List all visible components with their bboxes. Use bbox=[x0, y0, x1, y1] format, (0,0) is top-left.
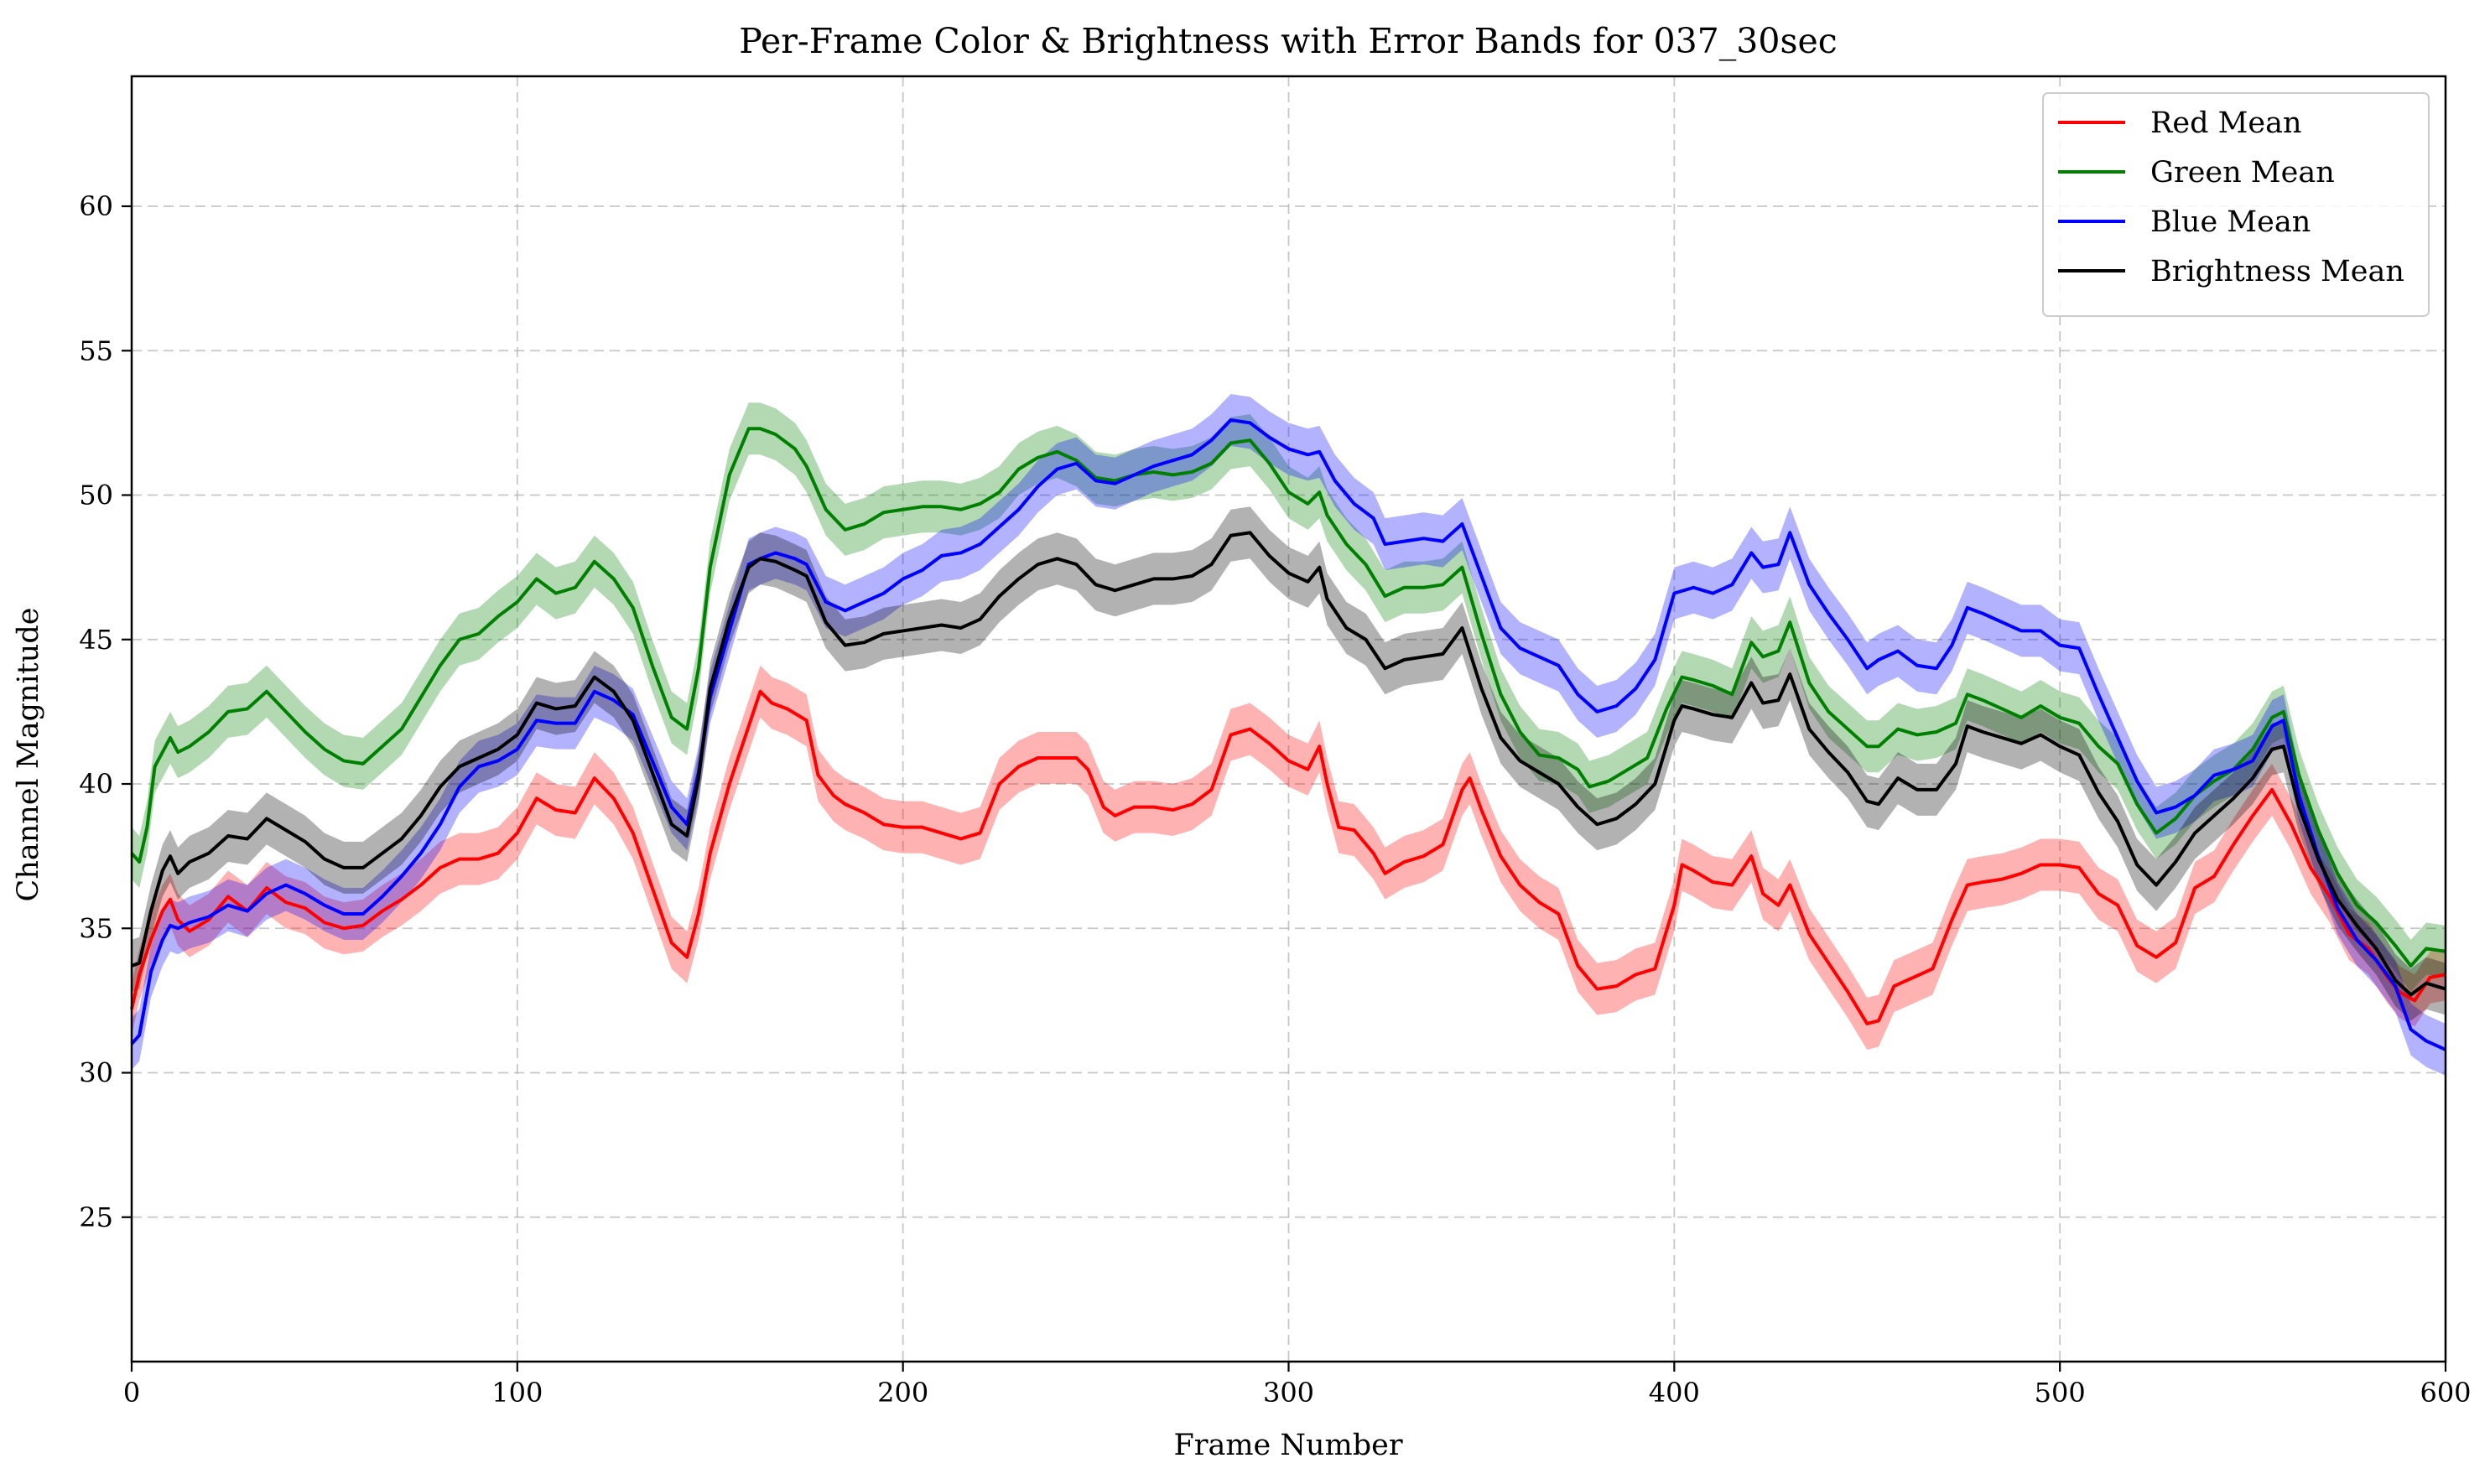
series-line-1 bbox=[130, 427, 2446, 968]
x-tick-label-0: 0 bbox=[123, 1377, 140, 1409]
grid bbox=[132, 76, 2446, 1362]
x-tick-label-6: 600 bbox=[2420, 1377, 2471, 1409]
series-line-3 bbox=[131, 531, 2446, 997]
x-axis: 0 100 200 300 400 500 600 bbox=[123, 1362, 2472, 1409]
x-axis-label: Frame Number bbox=[1173, 1429, 1402, 1462]
y-tick-label-2: 35 bbox=[79, 912, 113, 944]
error-band-0 bbox=[132, 665, 2446, 1050]
error-bands bbox=[132, 393, 2446, 1076]
x-tick-label-4: 400 bbox=[1649, 1377, 1700, 1409]
series-line-2 bbox=[130, 418, 2446, 1051]
chart-title: Per-Frame Color & Brightness with Error … bbox=[739, 21, 1837, 61]
legend: Red Mean Green Mean Blue Mean Brightness Me… bbox=[2042, 92, 2430, 317]
y-tick-label-6: 55 bbox=[79, 335, 113, 366]
legend-label-2: Blue Mean bbox=[2150, 205, 2311, 239]
y-axis: 25 30 35 40 45 50 55 60 bbox=[79, 190, 132, 1233]
legend-label-1: Green Mean bbox=[2150, 156, 2335, 189]
x-tick-label-2: 200 bbox=[877, 1377, 928, 1409]
y-tick-label-4: 45 bbox=[79, 624, 113, 656]
y-tick-label-0: 25 bbox=[79, 1201, 113, 1233]
x-tick-label-3: 300 bbox=[1263, 1377, 1314, 1409]
series-line-0 bbox=[130, 689, 2446, 1025]
error-band-1 bbox=[132, 402, 2446, 993]
legend-box bbox=[2042, 92, 2430, 317]
series-lines bbox=[130, 418, 2446, 1051]
x-tick-label-1: 100 bbox=[491, 1377, 543, 1409]
y-axis-label: Channel Magnitude bbox=[12, 608, 45, 902]
y-tick-label-3: 40 bbox=[79, 768, 113, 800]
legend-label-3: Brightness Mean bbox=[2150, 255, 2404, 288]
y-tick-label-7: 60 bbox=[79, 190, 113, 222]
x-tick-label-5: 500 bbox=[2035, 1377, 2086, 1409]
y-tick-label-1: 30 bbox=[79, 1057, 113, 1089]
legend-label-0: Red Mean bbox=[2150, 106, 2302, 140]
y-tick-label-5: 50 bbox=[79, 480, 113, 511]
